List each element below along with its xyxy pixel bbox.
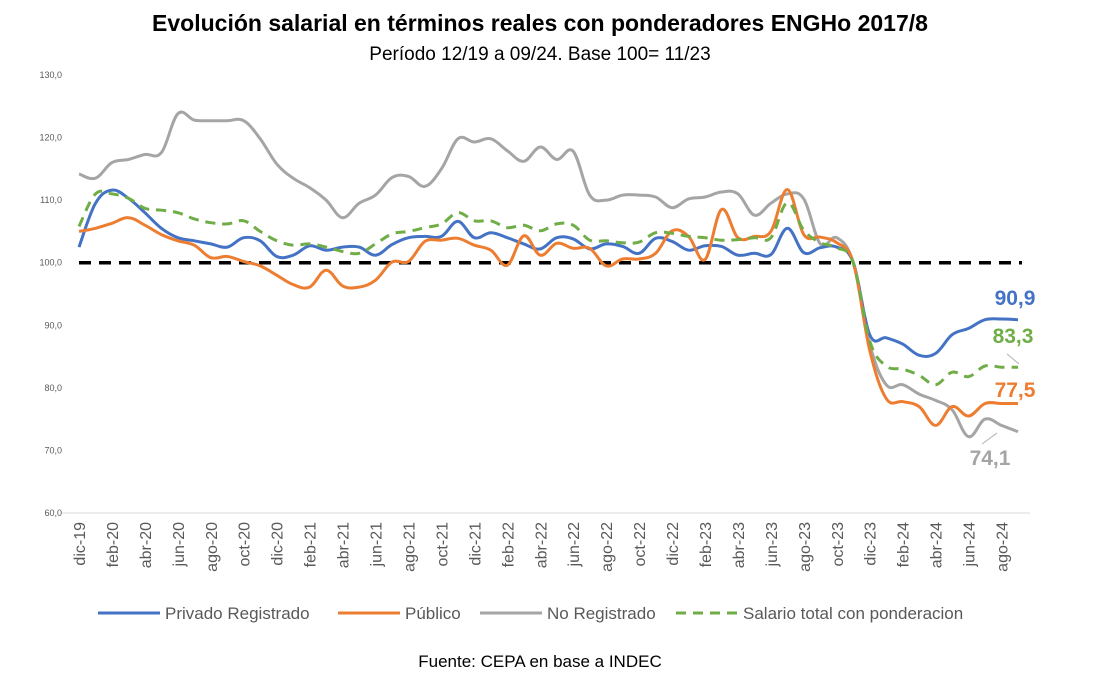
y-tick-label: 130,0 [39,70,62,80]
x-tick-label: oct-22 [632,522,649,567]
y-tick-label: 120,0 [39,133,62,143]
legend: Privado Registrado Público No Registrado Sa… [98,604,963,623]
x-tick-label: ago-21 [401,522,418,572]
x-axis-ticks: dic-19 feb-20 abr-20 jun-20 ago-20 oct-20 dic-… [72,522,1012,572]
x-tick-label: ago-24 [995,522,1012,572]
x-tick-label: oct-20 [237,522,254,567]
series-line-no-registrado [78,110,1019,439]
x-tick-label: jun-23 [764,522,781,568]
series-line-público [78,188,1018,427]
x-tick-label: abr-23 [731,522,748,568]
x-tick-label: ago-23 [797,522,814,572]
x-tick-label: jun-20 [171,522,188,568]
x-tick-label: ago-20 [204,522,221,572]
x-tick-label: abr-20 [138,522,155,568]
end-label-leader [1006,353,1020,365]
source-note: Fuente: CEPA en base a INDEC [418,652,662,671]
legend-label: Salario total con ponderacion [743,604,963,623]
x-tick-label: feb-20 [105,522,122,567]
series-line-privado-registrado [77,188,1019,358]
chart-title: Evolución salarial en términos reales co… [152,10,928,36]
x-tick-label: ago-22 [599,522,616,572]
x-tick-label: dic-20 [270,522,287,566]
x-tick-label: feb-21 [303,522,320,567]
legend-label: Privado Registrado [165,604,310,623]
x-tick-label: dic-23 [863,522,880,566]
x-tick-label: dic-21 [467,522,484,566]
x-tick-label: dic-19 [72,522,89,566]
legend-label: Público [405,604,461,623]
end-label: 83,3 [993,325,1034,348]
series-line-salario-total-con-ponderacion [77,189,1019,387]
x-tick-label: feb-23 [698,522,715,567]
x-tick-label: abr-24 [929,522,946,568]
y-axis-ticks: 60,0 70,0 80,0 90,0 100,0 110,0 120,0 130,0 [39,70,62,518]
end-label: 77,5 [995,379,1036,402]
end-label: 90,9 [995,287,1036,310]
y-tick-label: 100,0 [39,258,62,268]
y-tick-label: 70,0 [44,445,62,455]
legend-label: No Registrado [547,604,656,623]
x-tick-label: oct-23 [830,522,847,567]
x-tick-label: dic-22 [665,522,682,566]
x-tick-label: jun-24 [962,522,979,568]
end-label: 74,1 [970,447,1011,470]
chart-subtitle: Período 12/19 a 09/24. Base 100= 11/23 [369,44,711,65]
x-tick-label: abr-22 [533,522,550,568]
y-tick-label: 110,0 [40,195,62,205]
x-tick-label: feb-22 [500,522,517,567]
x-tick-label: jun-22 [566,522,583,568]
x-tick-label: jun-21 [369,522,386,568]
y-tick-label: 90,0 [44,320,62,330]
y-tick-label: 80,0 [44,383,62,393]
x-tick-label: abr-21 [336,522,353,568]
x-tick-label: oct-21 [434,522,451,567]
end-label-leader [981,432,998,445]
y-tick-label: 60,0 [44,508,62,518]
x-tick-label: feb-24 [896,522,913,567]
